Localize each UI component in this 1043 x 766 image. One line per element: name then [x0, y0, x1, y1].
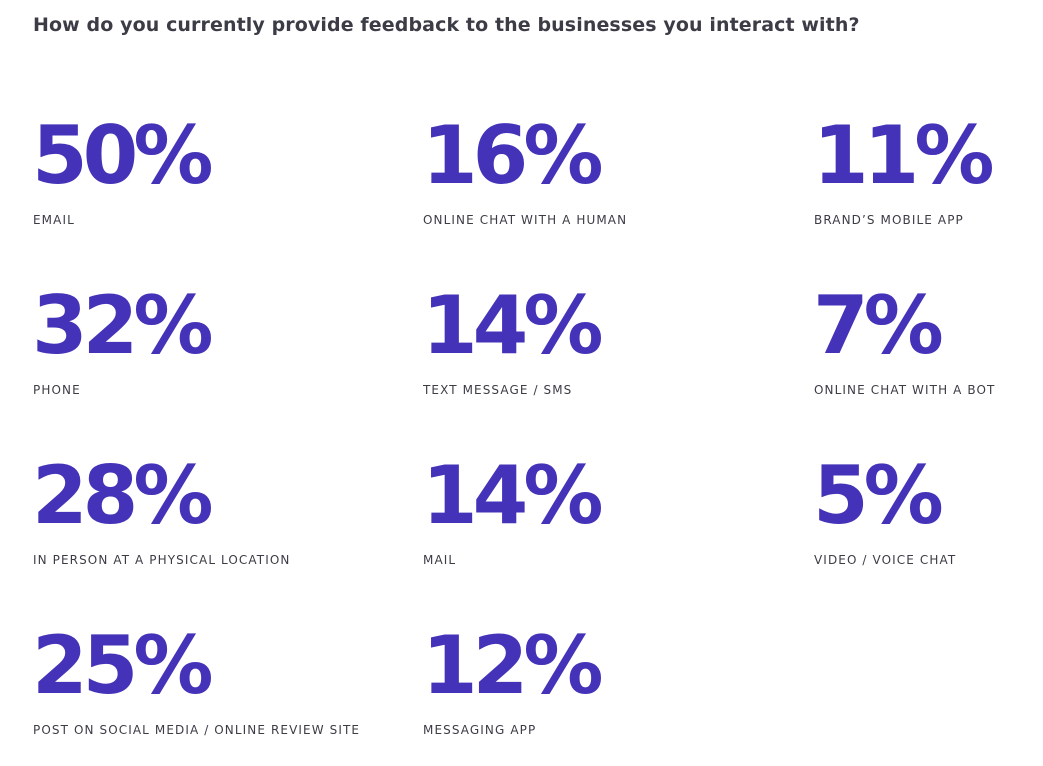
stat-label: ONLINE CHAT WITH A BOT: [814, 383, 996, 397]
stat-in-person-at-a-physical-location: 28% IN PERSON AT A PHYSICAL LOCATION: [32, 449, 393, 596]
stat-label: POST ON SOCIAL MEDIA / ONLINE REVIEW SIT…: [33, 723, 361, 737]
stat-value: 7%: [813, 279, 944, 372]
chart-title: How do you currently provide feedback to…: [33, 14, 860, 36]
stat-value: 5%: [813, 449, 944, 542]
stat-label: MESSAGING APP: [423, 723, 537, 737]
stat-label: BRAND’S MOBILE APP: [814, 213, 964, 227]
stat-value: 12%: [422, 619, 603, 712]
stat-online-chat-with-a-bot: 7% ONLINE CHAT WITH A BOT: [813, 279, 1043, 426]
stat-messaging-app: 12% MESSAGING APP: [422, 619, 783, 766]
stat-label: ONLINE CHAT WITH A HUMAN: [423, 213, 628, 227]
stat-video-voice-chat: 5% VIDEO / VOICE CHAT: [813, 449, 1043, 596]
stat-text-message-sms: 14% TEXT MESSAGE / SMS: [422, 279, 783, 426]
stat-value: 32%: [32, 279, 213, 372]
stat-phone: 32% PHONE: [32, 279, 393, 426]
stat-value: 50%: [32, 109, 213, 202]
stat-value: 16%: [422, 109, 603, 202]
stat-label: PHONE: [33, 383, 81, 397]
stat-label: IN PERSON AT A PHYSICAL LOCATION: [33, 553, 291, 567]
stat-online-chat-with-a-human: 16% ONLINE CHAT WITH A HUMAN: [422, 109, 783, 256]
stat-value: 14%: [422, 279, 603, 372]
stat-brand-s-mobile-app: 11% BRAND’S MOBILE APP: [813, 109, 1043, 256]
stat-label: VIDEO / VOICE CHAT: [814, 553, 957, 567]
stat-label: EMAIL: [33, 213, 75, 227]
stat-post-on-social-media-online-review-site: 25% POST ON SOCIAL MEDIA / ONLINE REVIEW …: [32, 619, 393, 766]
stat-mail: 14% MAIL: [422, 449, 783, 596]
stat-value: 14%: [422, 449, 603, 542]
stat-label: TEXT MESSAGE / SMS: [423, 383, 573, 397]
stat-value: 11%: [813, 109, 994, 202]
stat-email: 50% EMAIL: [32, 109, 393, 256]
stat-value: 28%: [32, 449, 213, 542]
stat-label: MAIL: [423, 553, 457, 567]
stat-value: 25%: [32, 619, 213, 712]
